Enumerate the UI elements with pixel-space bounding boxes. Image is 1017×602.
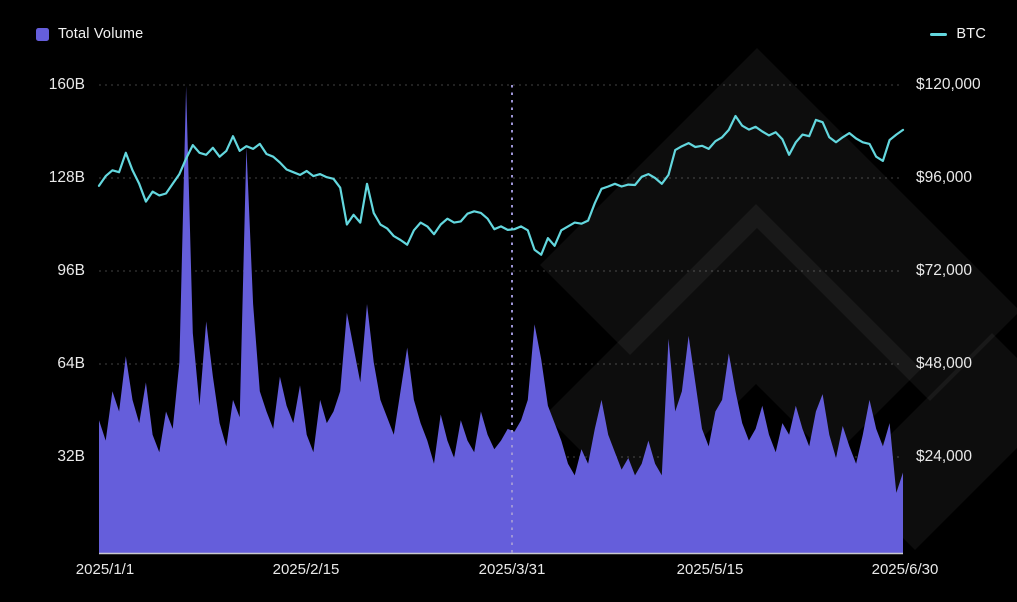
x-axis-tick: 2025/1/1 — [75, 561, 135, 578]
legend-total-volume-label: Total Volume — [58, 26, 144, 42]
legend-btc[interactable]: BTC — [930, 26, 986, 42]
legend-total-volume[interactable]: Total Volume — [36, 26, 143, 42]
btc-line-series[interactable] — [97, 114, 905, 256]
right-axis-tick: $72,000 — [916, 262, 973, 279]
right-axis-tick: $48,000 — [916, 355, 973, 372]
btc-line-swatch-icon — [930, 32, 948, 36]
left-axis-tick: 160B — [48, 76, 85, 93]
right-axis-tick: $96,000 — [916, 169, 973, 186]
left-axis-tick: 32B — [57, 448, 85, 465]
x-axis-tick: 2025/5/15 — [676, 561, 744, 578]
volume-area-series[interactable] — [99, 86, 903, 553]
legend-btc-label: BTC — [956, 26, 986, 42]
left-axis-tick: 96B — [57, 262, 85, 279]
volume-swatch-icon — [36, 27, 49, 41]
right-axis-tick: $24,000 — [916, 448, 973, 465]
x-axis-tick: 2025/2/15 — [272, 561, 340, 578]
right-axis-tick: $120,000 — [916, 76, 981, 93]
left-axis-tick: 128B — [48, 169, 85, 186]
x-axis-tick: 2025/3/31 — [478, 561, 546, 578]
x-axis-tick: 2025/6/30 — [871, 561, 939, 578]
left-axis-tick: 64B — [57, 355, 85, 372]
